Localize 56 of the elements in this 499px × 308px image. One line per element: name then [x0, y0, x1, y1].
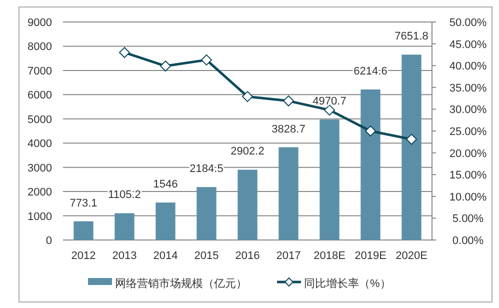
x-tick-label: 2012 [71, 250, 96, 262]
point [160, 60, 171, 72]
x-tick-label: 2020E [396, 250, 428, 262]
y2-tick-label: 5.00% [452, 213, 484, 226]
point [242, 91, 253, 102]
data-label: 2902.2 [230, 146, 264, 158]
y2-tick-label: 25.00% [449, 126, 487, 138]
y-tick-label: 8000 [28, 41, 52, 54]
bar [156, 202, 176, 240]
y-tick-label: 7000 [28, 65, 52, 78]
x-tick-label: 2017 [276, 250, 301, 262]
bar [402, 54, 422, 240]
x-tick-label: 2018E [314, 250, 346, 262]
y2-tick-label: 0.00% [452, 235, 484, 247]
x-tick-label: 2019E [354, 250, 386, 262]
y-tick-label: 3000 [28, 162, 52, 174]
x-tick-label: 2013 [112, 250, 137, 262]
bar [320, 120, 340, 240]
y-tick-label: 9000 [28, 17, 52, 29]
y-tick-label: 6000 [28, 90, 52, 102]
bar [238, 170, 258, 240]
point [324, 104, 335, 116]
legend-label: 网络营销市场规模（亿元） [115, 277, 247, 290]
bar [278, 147, 298, 240]
point [365, 126, 376, 136]
y2-tick-label: 30.00% [449, 104, 487, 116]
point [406, 134, 417, 145]
y-tick-label: 4000 [28, 138, 52, 150]
y2-tick-label: 35.00% [449, 82, 487, 94]
y-tick-label: 0 [46, 235, 52, 247]
bar [74, 221, 94, 240]
point [119, 47, 130, 58]
legend-label: 同比增长率（%） [304, 277, 391, 290]
y-tick-label: 2000 [28, 186, 52, 199]
point [283, 95, 294, 106]
y-tick-label: 5000 [28, 114, 52, 126]
y2-tick-label: 10.00% [449, 191, 487, 204]
y2-tick-label: 45.00% [449, 38, 487, 51]
y2-tick-label: 50.00% [449, 17, 487, 29]
data-label: 7651.8 [394, 30, 428, 43]
y-tick-label: 1000 [28, 210, 52, 223]
x-tick-label: 2014 [153, 250, 178, 262]
data-label: 1546 [153, 178, 178, 191]
point [201, 54, 212, 66]
x-tick-label: 2016 [235, 250, 260, 262]
data-label: 3828.7 [272, 123, 306, 136]
data-label: 4970.7 [312, 96, 346, 108]
data-label: 773.1 [70, 197, 98, 210]
y2-tick-label: 15.00% [449, 170, 487, 182]
y2-tick-label: 40.00% [449, 60, 487, 73]
data-label: 1105.2 [108, 189, 141, 202]
bar [114, 213, 134, 240]
y2-tick-label: 20.00% [449, 148, 487, 160]
bar [360, 89, 380, 240]
x-tick-label: 2015 [194, 250, 219, 262]
bar [196, 187, 216, 240]
